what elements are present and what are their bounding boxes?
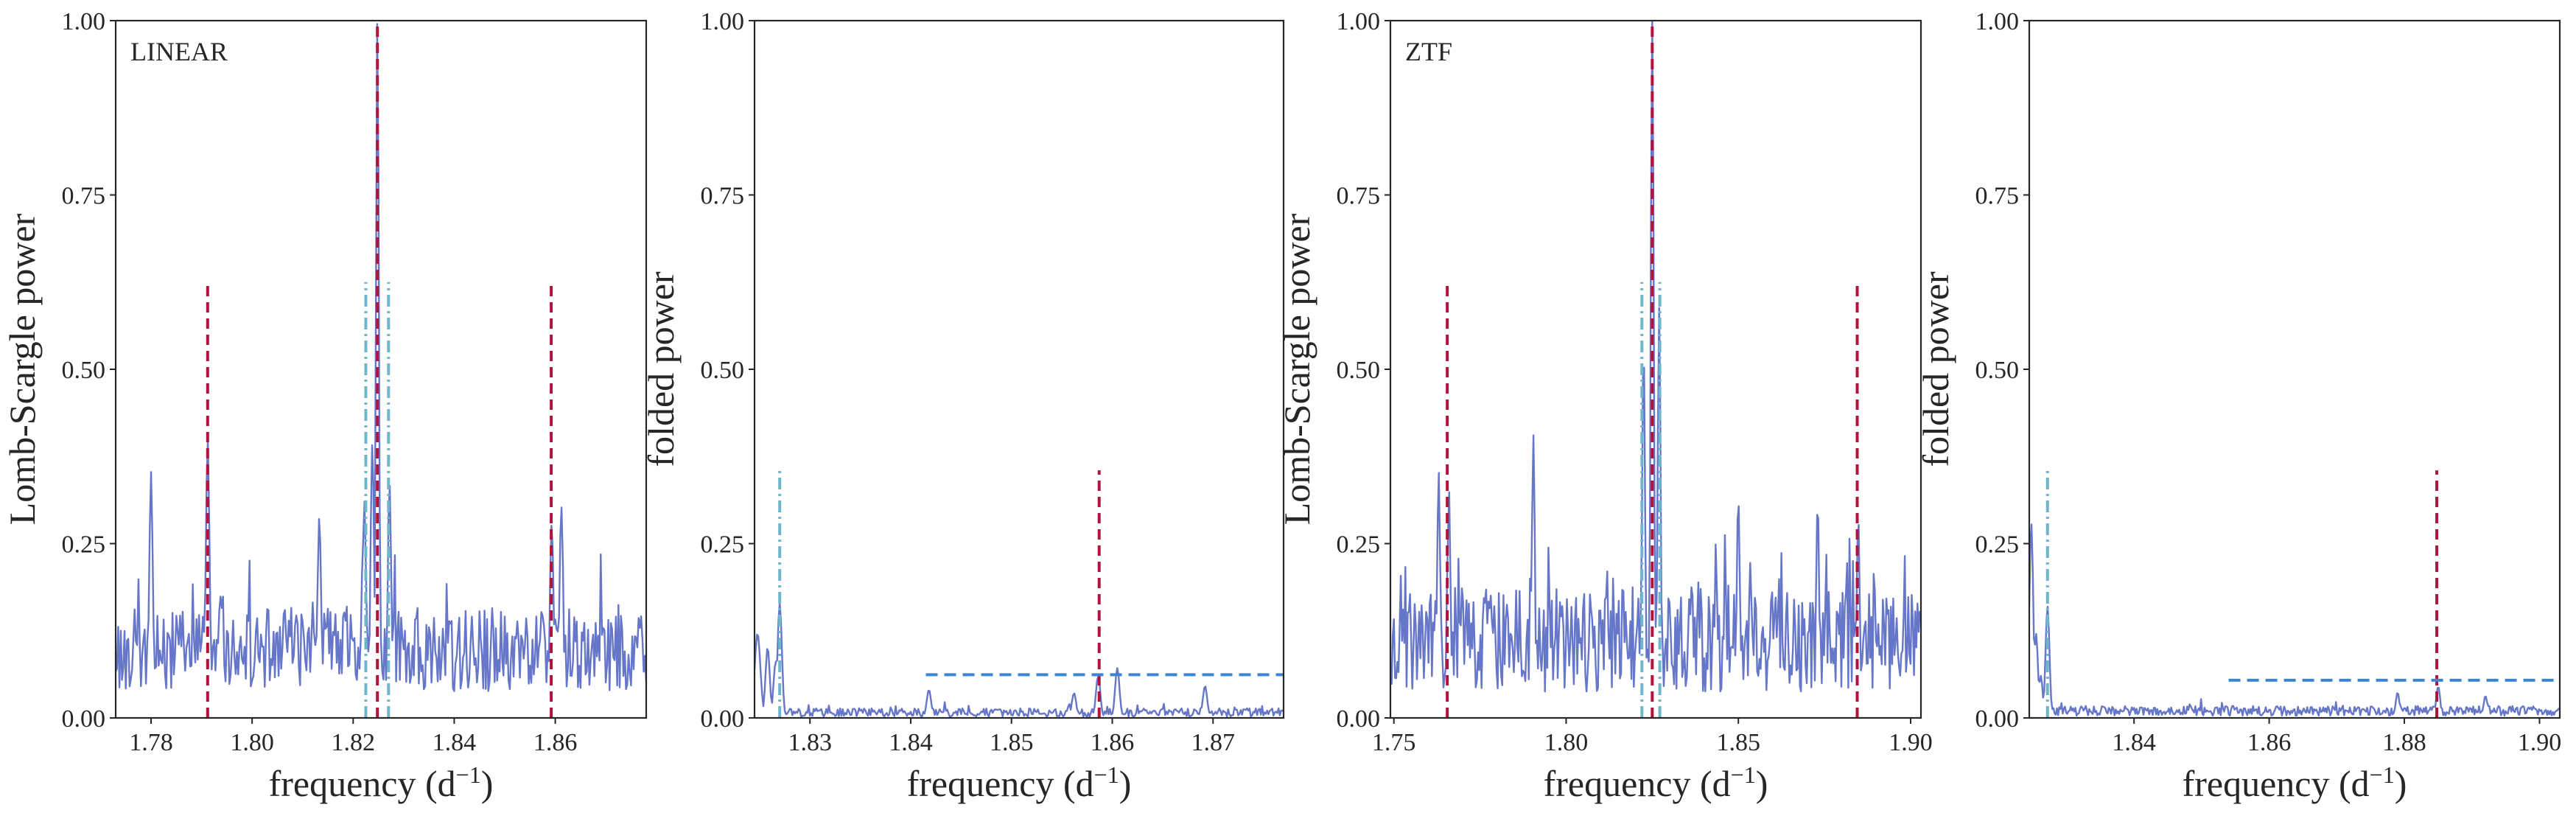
x-axis-label: frequency (d−1) xyxy=(269,761,494,804)
x-tick-label: 1.90 xyxy=(2518,729,2562,756)
panel-1: 0.00 0.25 0.50 0.75 1.00 1.78 1.80 1.82 1.84 1.86… xyxy=(1,8,648,804)
y-tick-label: 0.00 xyxy=(1337,705,1381,733)
x-tick-label: 1.88 xyxy=(2382,729,2426,756)
plot-area xyxy=(1390,21,1921,718)
series-line xyxy=(2029,523,2560,717)
x-tick-label: 1.86 xyxy=(2247,729,2292,756)
axes-frame xyxy=(753,19,1285,719)
y-tick-label: 1.00 xyxy=(701,8,745,35)
plot-area xyxy=(755,470,1284,718)
y-tick-label: 0.50 xyxy=(1337,357,1381,384)
x-tick-label: 1.83 xyxy=(788,729,832,756)
y-tick-label: 0.50 xyxy=(1975,357,2020,384)
y-tick-label: 0.75 xyxy=(1337,183,1381,210)
x-axis-label: frequency (d−1) xyxy=(1544,761,1768,804)
x-tick-label: 1.80 xyxy=(1544,729,1589,756)
x-tick-label: 1.84 xyxy=(889,729,933,756)
y-tick-label: 0.75 xyxy=(701,183,745,210)
x-tick-label: 1.86 xyxy=(533,729,578,756)
y-tick-label: 1.00 xyxy=(62,8,106,35)
y-tick-label: 0.50 xyxy=(701,357,745,384)
x-tick-label: 1.84 xyxy=(2112,729,2156,756)
axes-frame xyxy=(2028,19,2561,719)
y-tick-label: 1.00 xyxy=(1975,8,2020,35)
panel-label: ZTF xyxy=(1405,37,1452,66)
x-tick-label: 1.82 xyxy=(332,729,376,756)
panel-label: LINEAR xyxy=(130,37,228,66)
plot-area xyxy=(116,21,646,718)
y-axis-label: folded power xyxy=(1915,271,1956,467)
panel-2: 0.00 0.25 0.50 0.75 1.00 1.83 1.84 1.85 1.86 1.87… xyxy=(640,8,1285,804)
panel-4: 0.00 0.25 0.50 0.75 1.00 1.84 1.86 1.88 1.90 freq… xyxy=(1915,8,2561,804)
x-tick-label: 1.86 xyxy=(1091,729,1135,756)
y-tick-label: 0.75 xyxy=(62,183,106,210)
y-tick-label: 0.00 xyxy=(1975,705,2020,733)
y-tick-label: 0.25 xyxy=(1975,531,2020,559)
x-tick-label: 1.85 xyxy=(1716,729,1760,756)
x-tick-label: 1.75 xyxy=(1372,729,1416,756)
series-line xyxy=(1390,21,1921,693)
x-tick-label: 1.90 xyxy=(1889,729,1933,756)
y-axis-label: Lomb-Scargle power xyxy=(1,213,43,525)
x-axis-label: frequency (d−1) xyxy=(907,761,1132,804)
y-axis-label: Lomb-Scargle power xyxy=(1276,213,1317,525)
x-tick-label: 1.80 xyxy=(230,729,274,756)
y-tick-label: 0.50 xyxy=(62,357,106,384)
plot-area xyxy=(2029,470,2560,718)
series-line xyxy=(116,23,646,692)
panel-3: 0.00 0.25 0.50 0.75 1.00 1.75 1.80 1.85 1.90 freq… xyxy=(1276,8,1933,804)
y-tick-label: 0.25 xyxy=(1337,531,1381,559)
x-tick-label: 1.85 xyxy=(990,729,1034,756)
x-tick-label: 1.78 xyxy=(129,729,173,756)
y-tick-label: 1.00 xyxy=(1337,8,1381,35)
x-tick-label: 1.87 xyxy=(1191,729,1236,756)
x-axis-label: frequency (d−1) xyxy=(2183,761,2407,804)
y-tick-label: 0.00 xyxy=(701,705,745,733)
y-tick-label: 0.00 xyxy=(62,705,106,733)
x-tick-label: 1.84 xyxy=(433,729,477,756)
series-line xyxy=(755,601,1284,718)
y-axis-label: folded power xyxy=(640,271,682,467)
y-tick-label: 0.75 xyxy=(1975,183,2020,210)
y-tick-label: 0.25 xyxy=(701,531,745,559)
y-tick-label: 0.25 xyxy=(62,531,106,559)
